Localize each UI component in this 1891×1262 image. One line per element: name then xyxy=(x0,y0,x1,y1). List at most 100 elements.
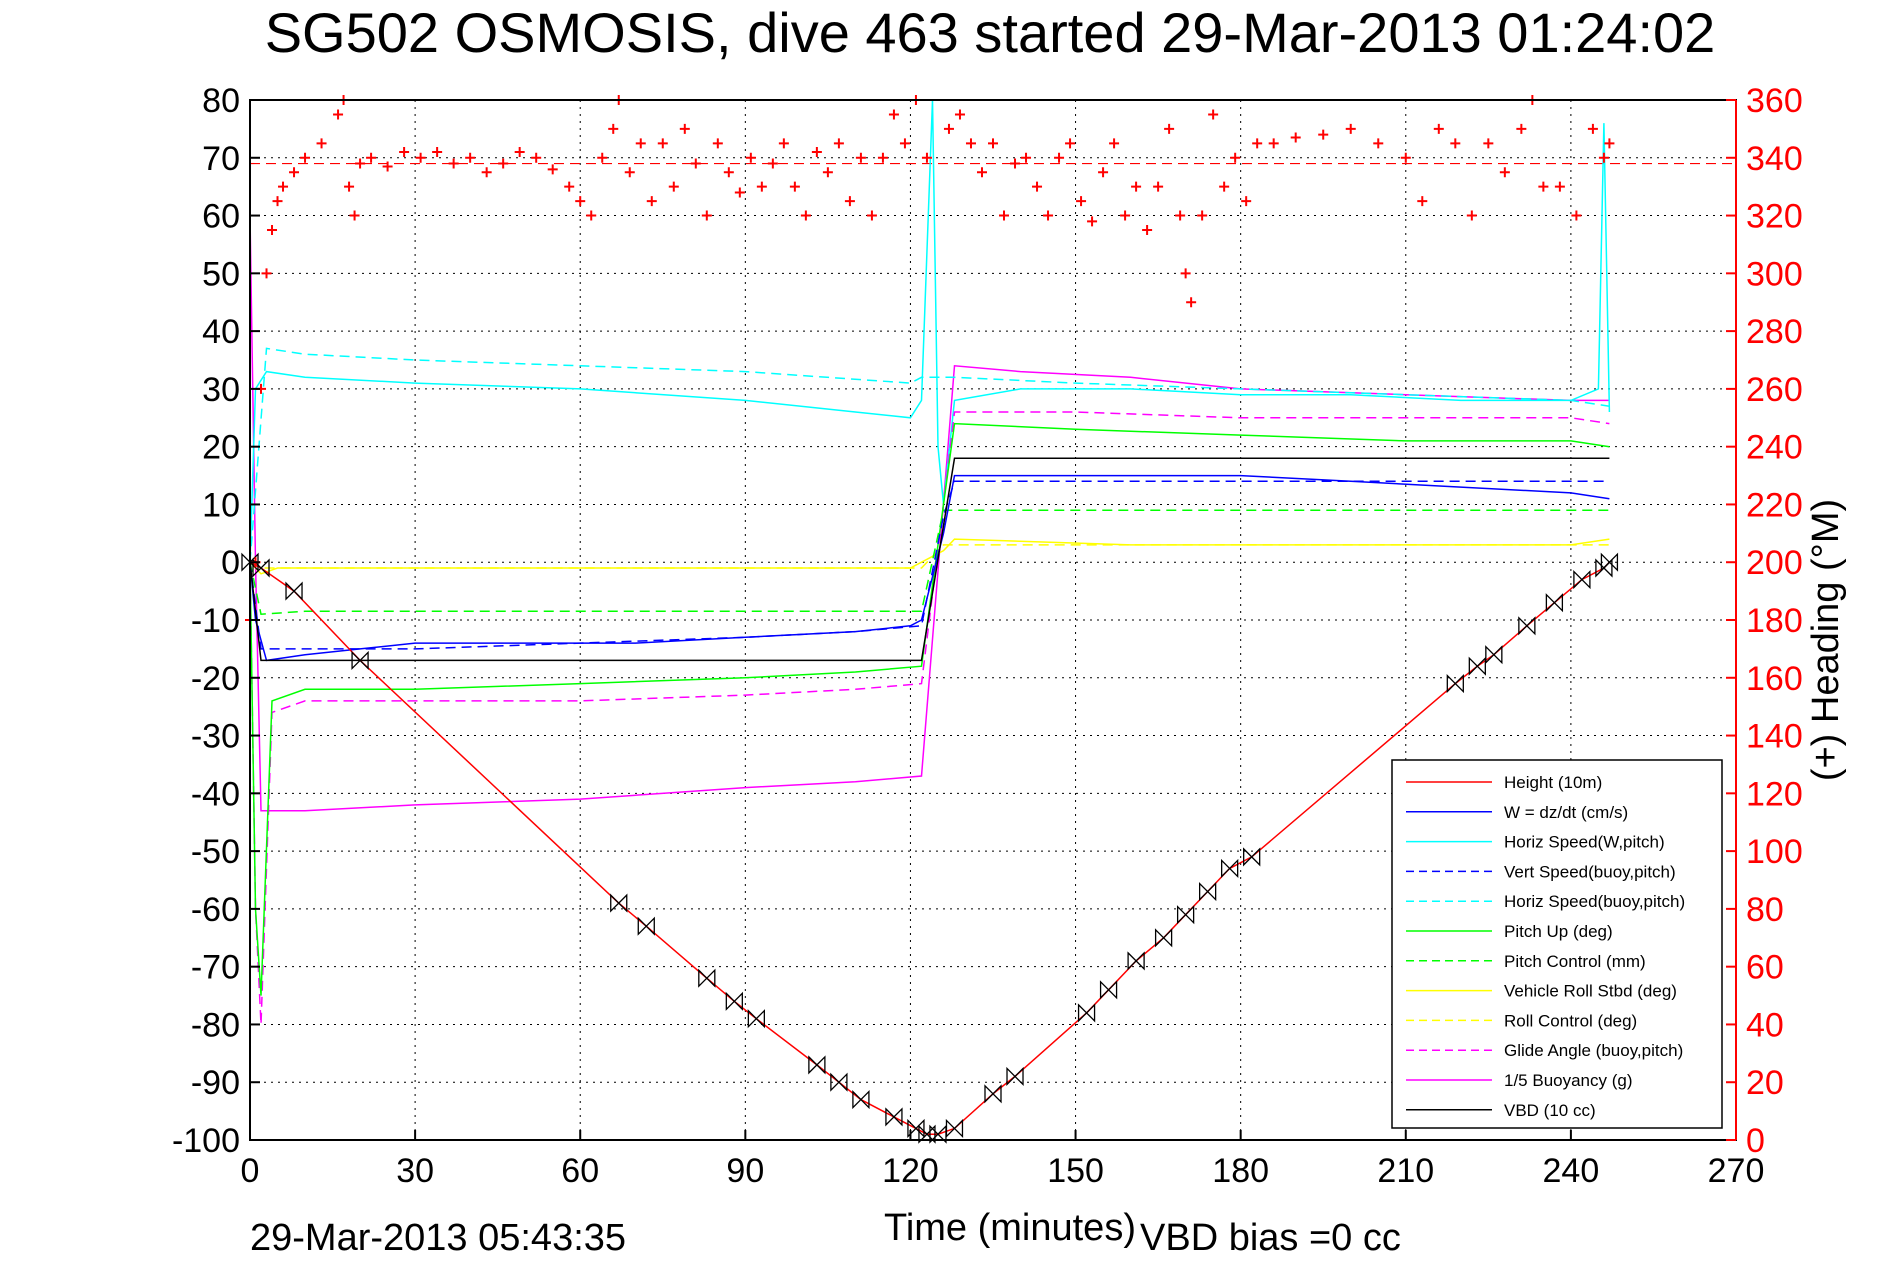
heading-point xyxy=(877,152,888,163)
y-tick-label-left: 60 xyxy=(202,198,240,236)
heading-point xyxy=(822,167,833,178)
x-axis-label: Time (minutes) xyxy=(884,1207,1136,1249)
height-marker xyxy=(351,650,369,671)
height-marker xyxy=(1243,847,1261,867)
y-tick-label-right: 280 xyxy=(1746,313,1803,351)
heading-point xyxy=(1345,123,1356,134)
legend-label: Height (10m) xyxy=(1504,773,1602,792)
series-glide-angle-buoy-pitch xyxy=(249,411,1610,1025)
height-marker xyxy=(698,968,716,988)
heading-point xyxy=(289,167,300,178)
heading-point xyxy=(267,225,278,235)
heading-point xyxy=(448,158,459,169)
height-marker xyxy=(1198,881,1217,902)
heading-point xyxy=(564,181,575,192)
heading-point xyxy=(1164,123,1175,134)
heading-point xyxy=(1197,210,1208,221)
heading-point xyxy=(1516,123,1527,134)
height-marker xyxy=(725,991,743,1011)
y-tick-label-right: 320 xyxy=(1746,198,1803,236)
heading-point xyxy=(1290,132,1301,143)
heading-point xyxy=(943,123,954,134)
grid xyxy=(249,99,1737,1141)
heading-point xyxy=(954,109,965,120)
x-tick-label: 30 xyxy=(396,1152,434,1190)
heading-point xyxy=(1433,123,1444,134)
y-tick-label-left: -80 xyxy=(191,1006,240,1044)
height-marker xyxy=(1468,656,1486,676)
heading-point xyxy=(1483,138,1494,149)
y-tick-label-right: 60 xyxy=(1746,949,1784,987)
chart-title: SG502 OSMOSIS, dive 463 started 29-Mar-2… xyxy=(265,1,1716,64)
heading-point xyxy=(646,196,657,207)
heading-point xyxy=(498,158,509,169)
heading-point xyxy=(789,181,800,192)
heading-point xyxy=(712,138,723,149)
series-pitch-up-deg xyxy=(249,422,1610,996)
heading-point xyxy=(547,164,558,175)
y-tick-label-right: 0 xyxy=(1746,1122,1765,1160)
y-tick-label-left: 40 xyxy=(202,313,240,351)
heading-point xyxy=(899,138,910,149)
heading-point xyxy=(1043,210,1054,221)
heading-point xyxy=(1373,138,1384,149)
y-tick-label-right: 20 xyxy=(1746,1064,1784,1102)
heading-point xyxy=(1065,138,1076,149)
series-roll-control-deg xyxy=(249,544,1610,569)
heading-point xyxy=(1021,152,1032,163)
heading-point xyxy=(1587,123,1598,134)
y-tick-label-right: 160 xyxy=(1746,660,1803,698)
height-marker xyxy=(1006,1066,1024,1087)
y-tick-label-left: -90 xyxy=(191,1064,240,1102)
heading-point xyxy=(976,167,987,178)
y-tick-label-left: 30 xyxy=(202,371,240,409)
y-tick-label-right: 260 xyxy=(1746,371,1803,409)
y-tick-label-right: 240 xyxy=(1746,429,1803,467)
heading-point xyxy=(1571,210,1582,221)
height-marker xyxy=(830,1072,848,1092)
heading-point xyxy=(382,161,393,172)
heading-point xyxy=(272,196,283,207)
y-tick-label-left: 0 xyxy=(221,544,240,582)
y-tick-label-right: 100 xyxy=(1746,833,1803,871)
legend-label: VBD (10 cc) xyxy=(1504,1101,1596,1120)
heading-point xyxy=(1417,196,1428,207)
y-tick-label-right: 200 xyxy=(1746,544,1803,582)
heading-point xyxy=(1142,225,1153,235)
x-tick-label: 90 xyxy=(726,1152,764,1190)
height-marker xyxy=(1446,673,1464,694)
series-vbd-10-cc xyxy=(249,457,1610,662)
y-tick-label-left: 80 xyxy=(202,82,240,120)
heading-point xyxy=(399,147,410,157)
heading-point xyxy=(300,152,311,163)
y-tick-label-left: -40 xyxy=(191,775,240,813)
x-tick-label: 270 xyxy=(1708,1152,1765,1190)
heading-point xyxy=(1252,138,1263,149)
footer-date: 29-Mar-2013 05:43:35 xyxy=(250,1217,626,1259)
series-w-dz-dt-cm-s xyxy=(249,474,1610,662)
axes: 0 30 60 90 120 150 180 210 240 270 80 70 60 50 40 30 20 1… xyxy=(172,82,1803,1190)
heading-point xyxy=(1598,152,1609,163)
heading-point xyxy=(514,147,525,157)
heading-point xyxy=(333,109,344,120)
heading-point xyxy=(1604,138,1615,149)
heading-point xyxy=(1230,152,1241,163)
height-marker xyxy=(1099,980,1118,1000)
heading-point xyxy=(1180,268,1191,279)
heading-point xyxy=(465,152,476,163)
heading-point xyxy=(1466,210,1477,221)
heading-point xyxy=(481,167,492,178)
heading-point xyxy=(657,138,668,149)
legend-label: Glide Angle (buoy,pitch) xyxy=(1504,1041,1683,1060)
y-tick-label-left: 70 xyxy=(202,140,240,178)
height-marker xyxy=(1600,552,1619,572)
heading-point xyxy=(586,210,597,221)
heading-point xyxy=(278,181,289,192)
heading-point xyxy=(778,138,789,149)
y-tick-label-left: -70 xyxy=(191,949,240,987)
heading-point xyxy=(1010,158,1021,169)
x-tick-label: 60 xyxy=(561,1152,599,1190)
series-pitch-control-mm xyxy=(249,509,1610,615)
heading-point xyxy=(668,181,679,192)
